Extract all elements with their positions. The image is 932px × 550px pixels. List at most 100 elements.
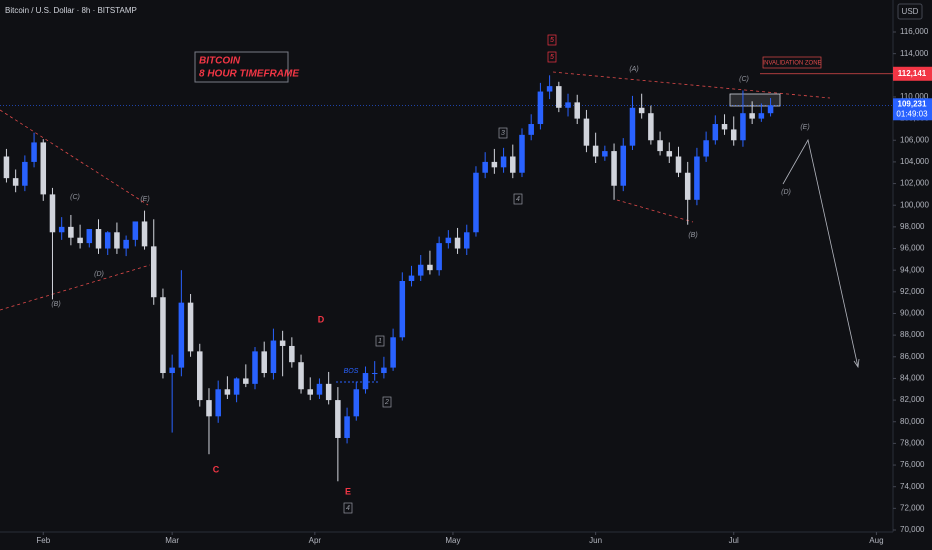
candle-body — [344, 416, 350, 438]
candle-body — [224, 389, 231, 395]
candle-body — [712, 124, 719, 141]
y-tick-label: 86,000 — [900, 352, 925, 361]
candle-body — [565, 102, 571, 108]
y-tick-label: 90,000 — [900, 309, 925, 318]
annotation: 5 — [550, 37, 554, 44]
annotation: 1 — [378, 338, 382, 345]
candle-body — [114, 232, 120, 249]
candle-body — [169, 367, 175, 374]
invalidation-price: 112,141 — [898, 69, 927, 78]
y-tick-label: 78,000 — [900, 439, 925, 448]
candle-body — [721, 124, 728, 130]
candle-body — [611, 151, 617, 186]
annotation-box — [375, 335, 385, 347]
x-tick-label: Feb — [36, 536, 50, 545]
x-tick-label: Apr — [309, 536, 322, 545]
y-tick-label: 114,000 — [900, 49, 929, 58]
candle-body — [758, 113, 765, 119]
annotation: 2 — [384, 399, 389, 406]
annotation: 4 — [516, 196, 520, 203]
y-tick-label: 82,000 — [900, 395, 925, 404]
y-tick-label: 98,000 — [900, 222, 925, 231]
candle-body — [546, 86, 553, 92]
candle-body — [537, 91, 544, 125]
candle-body — [261, 351, 267, 374]
candle-body — [491, 161, 498, 168]
y-tick-label: 106,000 — [900, 135, 929, 144]
candle-body — [528, 124, 534, 135]
y-tick-label: 76,000 — [900, 460, 925, 469]
candle-body — [417, 264, 424, 276]
candle-body — [178, 302, 185, 368]
candle-body — [307, 389, 314, 395]
annotation: (C) — [739, 76, 749, 83]
candle-body — [371, 373, 378, 375]
candle-body — [233, 378, 240, 395]
y-tick-label: 96,000 — [900, 244, 925, 253]
candle-body — [454, 237, 461, 249]
last-price: 109,231 — [898, 99, 927, 108]
x-tick-label: Jun — [589, 536, 602, 545]
candle-body — [767, 105, 774, 114]
candle-body — [556, 86, 562, 108]
annotation-box — [382, 396, 392, 408]
title-box — [194, 51, 289, 83]
annotation-box — [343, 502, 353, 514]
candle-body — [206, 400, 212, 417]
candle-body — [445, 237, 452, 244]
candle-body — [463, 232, 470, 249]
candle-body — [684, 172, 691, 200]
annotation: (A) — [629, 66, 638, 73]
annotation: (E) — [140, 196, 149, 203]
candle-body — [12, 178, 19, 186]
candle-body — [666, 151, 673, 157]
candle-body — [215, 389, 221, 417]
candle-body — [3, 156, 10, 179]
annotation: (D) — [781, 189, 791, 196]
candle-body — [316, 383, 323, 395]
candle-body — [473, 172, 479, 233]
x-tick-label: May — [445, 536, 460, 545]
annotation: 5 — [550, 54, 554, 61]
last-price-box — [893, 98, 932, 121]
annotation: C — [213, 464, 220, 474]
annotation: BOS — [344, 368, 359, 375]
candle-body — [95, 229, 102, 249]
candle-body — [730, 129, 737, 141]
annotation: 3 — [501, 130, 505, 137]
candle-body — [629, 107, 636, 146]
candle-body — [279, 340, 286, 346]
trend-lines — [0, 71, 831, 311]
currency-box — [897, 3, 923, 20]
chart-title: Bitcoin / U.S. Dollar · 8h · BITSTAMP — [5, 6, 137, 15]
candle-body — [150, 246, 157, 298]
candle-body — [657, 140, 663, 152]
candle-body — [638, 107, 645, 114]
annotation: BITCOIN — [199, 56, 241, 67]
candle-body — [390, 337, 396, 368]
candle-body — [694, 156, 700, 200]
x-tick-label: Aug — [869, 536, 883, 545]
y-tick-label: 116,000 — [900, 27, 929, 36]
candle-body — [675, 156, 682, 173]
candle-body — [740, 113, 746, 141]
annotation: E — [345, 486, 351, 496]
arrow-head — [853, 358, 860, 369]
y-tick-label: 70,000 — [900, 525, 925, 534]
candle-body — [583, 118, 590, 146]
candle-body — [132, 221, 139, 240]
candle-body — [362, 373, 369, 390]
invalidation-box — [729, 93, 781, 107]
candle-body — [500, 156, 507, 168]
candle-body — [197, 351, 203, 401]
y-tick-label: 80,000 — [900, 417, 925, 426]
candle-body — [123, 239, 129, 249]
annotation-box — [547, 51, 557, 63]
candle-body — [58, 226, 65, 233]
x-tick-label: Mar — [165, 536, 179, 545]
y-tick-label: 84,000 — [900, 374, 925, 383]
candle-body — [353, 389, 360, 417]
annotation: (E) — [800, 124, 809, 131]
